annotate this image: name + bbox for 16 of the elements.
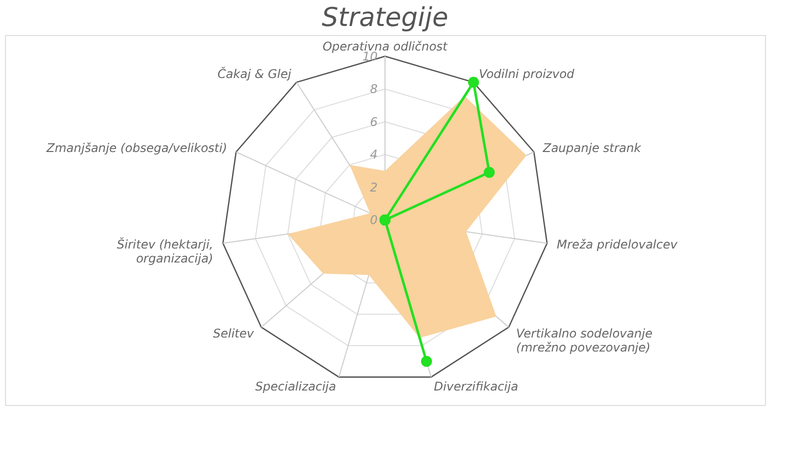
spoke-label: Širitev (hektarji, organizacija) [116, 236, 214, 266]
spoke-label: Mreža pridelovalcev [556, 238, 678, 252]
y-tick-label: 8 [370, 82, 378, 96]
spoke-label: Specializacija [255, 380, 336, 394]
spoke-label: Diverzifikacija [434, 380, 518, 394]
spoke-label: Selitev [212, 326, 255, 341]
chart-title: Strategije [322, 3, 448, 33]
y-tick-label: 6 [370, 114, 378, 129]
spoke-label: Zaupanje strank [542, 140, 642, 155]
y-tick-label: 2 [370, 180, 378, 194]
y-tick-label: 0 [370, 213, 378, 227]
spoke-label: Zmanjšanje (obsega/velikosti) [45, 140, 228, 155]
spoke-label: Vodilni proizvod [478, 67, 575, 82]
spoke-label: Vertikalno sodelovanje (mrežno povezovanje) [516, 326, 652, 355]
y-tick-label: 4 [370, 148, 378, 162]
spoke-label: Čakaj & Glej [217, 66, 292, 82]
